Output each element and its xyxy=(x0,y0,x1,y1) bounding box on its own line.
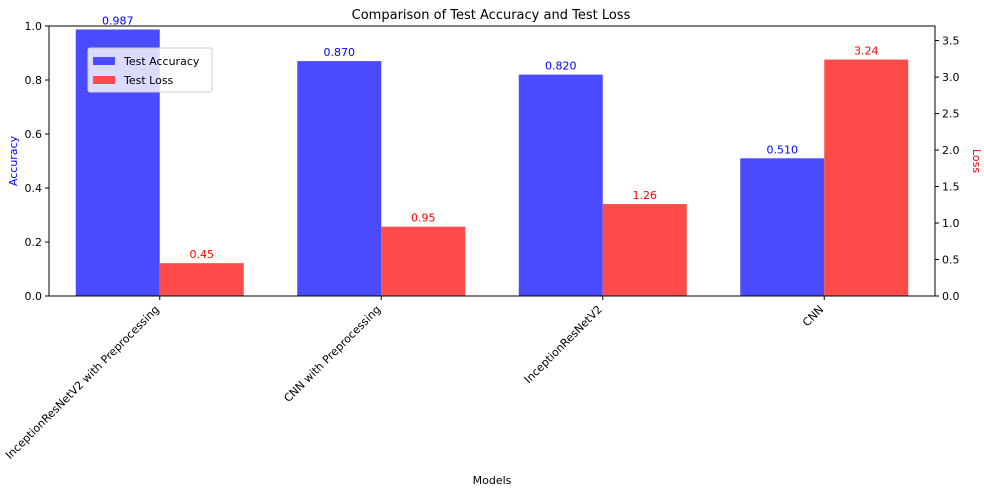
y-tick-label-right: 3.5 xyxy=(942,35,960,48)
legend-label-loss: Test Loss xyxy=(123,74,174,87)
x-tick-label: InceptionResNetV2 with Preprocessing xyxy=(3,303,162,462)
y-tick-label-left: 0.6 xyxy=(25,128,43,141)
bar-loss xyxy=(159,263,244,296)
bar-accuracy xyxy=(518,74,603,296)
y-tick-label-left: 1.0 xyxy=(25,20,43,33)
x-axis: InceptionResNetV2 with Preprocessing CNN … xyxy=(3,296,826,462)
data-label-loss: 1.26 xyxy=(633,189,658,202)
y-tick-label-right: 1.0 xyxy=(942,217,960,230)
data-label-accuracy: 0.870 xyxy=(324,46,356,59)
y-tick-label-right: 0.0 xyxy=(942,290,960,303)
data-label-accuracy: 0.820 xyxy=(545,60,577,73)
y-axis-label-left: Accuracy xyxy=(7,135,20,186)
data-label-accuracy: 0.987 xyxy=(102,15,134,28)
y-tick-label-right: 0.5 xyxy=(942,254,960,267)
legend: Test Accuracy Test Loss xyxy=(87,47,213,93)
chart-title: Comparison of Test Accuracy and Test Los… xyxy=(352,8,631,23)
x-tick-label: CNN with Preprocessing xyxy=(281,303,383,405)
plot-frame xyxy=(48,25,936,297)
bar-loss xyxy=(824,59,909,296)
bar-accuracy xyxy=(297,61,382,296)
data-label-loss: 0.45 xyxy=(190,248,215,261)
y-tick-label-right: 3.0 xyxy=(942,71,960,84)
data-labels-group: 0.987 0.45 0.870 0.95 0.820 1.26 0.510 3.24 xyxy=(102,15,879,262)
legend-swatch-accuracy xyxy=(93,57,115,65)
bar-loss xyxy=(602,204,687,296)
x-tick-label: CNN xyxy=(800,303,826,329)
data-label-loss: 3.24 xyxy=(854,45,879,58)
data-label-accuracy: 0.510 xyxy=(767,143,799,156)
bar-loss xyxy=(381,226,466,296)
legend-box xyxy=(87,47,213,93)
bar-accuracy xyxy=(740,158,825,296)
right-y-axis: 0.0 0.5 1.0 1.5 2.0 2.5 3.0 3.5 xyxy=(935,35,960,303)
legend-label-accuracy: Test Accuracy xyxy=(123,55,200,68)
data-label-loss: 0.95 xyxy=(411,212,436,225)
left-y-axis: 0.0 0.2 0.4 0.6 0.8 1.0 xyxy=(25,20,49,303)
y-tick-label-left: 0.4 xyxy=(25,182,43,195)
y-tick-label-right: 2.5 xyxy=(942,108,960,121)
y-tick-label-left: 0.8 xyxy=(25,74,43,87)
y-axis-label-right: Loss xyxy=(970,149,983,173)
y-tick-label-right: 2.0 xyxy=(942,144,960,157)
y-tick-label-right: 1.5 xyxy=(942,181,960,194)
x-axis-label: Models xyxy=(473,474,512,487)
legend-swatch-loss xyxy=(93,76,115,84)
y-tick-label-left: 0.2 xyxy=(25,236,43,249)
bars-group xyxy=(75,29,909,296)
x-tick-label: InceptionResNetV2 xyxy=(522,303,605,386)
y-tick-label-left: 0.0 xyxy=(25,290,43,303)
